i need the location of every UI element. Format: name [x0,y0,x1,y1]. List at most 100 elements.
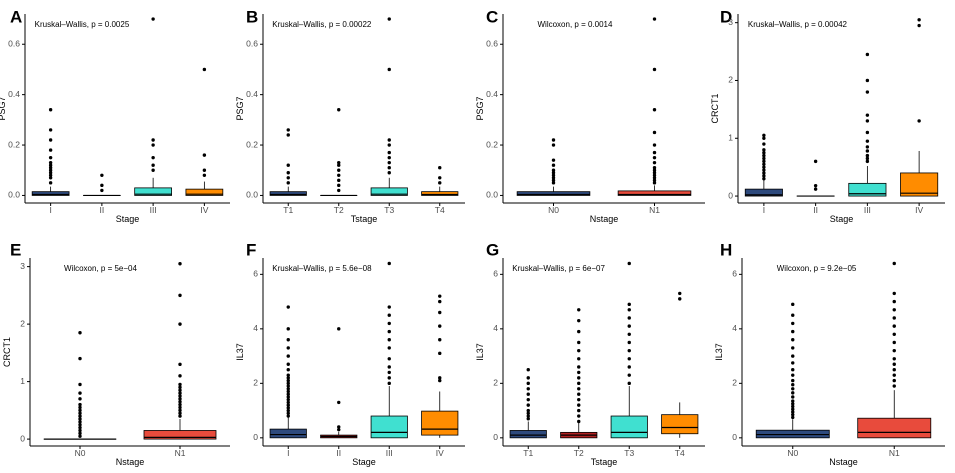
y-axis-label: IL37 [235,343,245,361]
outlier-point [388,151,391,154]
outlier-point [866,149,869,152]
x-tick-label: I [49,205,51,215]
outlier-point [577,403,580,406]
outlier-point [577,330,580,333]
outlier-point [388,357,391,360]
x-tick-label: N1 [175,448,186,458]
x-axis-label: Stage [352,457,376,467]
y-axis-label: PSG7 [235,96,245,120]
outlier-point [388,161,391,164]
outlier-point [438,300,441,303]
outlier-point [893,262,896,265]
panel-label: G [486,240,499,259]
box-n1: N1 [858,262,931,458]
outlier-point [893,316,896,319]
y-tick-label: 0.6 [246,38,258,48]
box-iii: III [135,17,172,215]
outlier-point [388,314,391,317]
outlier-point [287,368,290,371]
outlier-point [337,425,340,428]
panel-label: B [246,7,258,26]
outlier-point [917,119,920,122]
box-t4: T4 [662,292,698,458]
outlier-point [287,133,290,136]
outlier-point [866,90,869,93]
outlier-point [287,164,290,167]
y-tick-label: 0.4 [246,89,258,99]
outlier-point [791,303,794,306]
x-tick-label: I [763,205,765,215]
outlier-point [527,409,530,412]
y-tick-label: 2 [253,378,258,388]
outlier-point [814,184,817,187]
x-axis-label: Stage [830,214,854,224]
outlier-point [438,352,441,355]
outlier-point [151,164,154,167]
outlier-point [49,108,52,111]
x-axis-label: Stage [116,214,140,224]
y-tick-label: 0.6 [8,38,20,48]
outlier-point [653,68,656,71]
outlier-point [337,169,340,172]
outlier-point [893,363,896,366]
box-t1: T1 [510,368,546,458]
x-tick-label: T3 [384,205,394,215]
outlier-point [337,401,340,404]
outlier-point [678,297,681,300]
outlier-point [388,365,391,368]
outlier-point [388,376,391,379]
outlier-point [577,420,580,423]
outlier-point [628,316,631,319]
y-tick-label: 4 [253,323,258,333]
y-axis-label: IL37 [475,343,485,361]
x-tick-label: IV [436,448,444,458]
box-i: I [270,305,306,458]
outlier-point [917,24,920,27]
outlier-point [388,330,391,333]
y-tick-label: 4 [732,323,737,333]
outlier-point [438,166,441,169]
x-axis-label: Nstage [116,457,145,467]
y-tick-label: 0 [728,190,733,200]
outlier-point [893,349,896,352]
x-tick-label: T1 [283,205,293,215]
outlier-point [866,119,869,122]
y-axis-label: IL37 [714,343,724,361]
y-tick-label: 1 [20,376,25,386]
outlier-point [178,374,181,377]
outlier-point [917,18,920,21]
y-tick-label: 1 [728,133,733,143]
outlier-point [791,383,794,386]
outlier-point [866,79,869,82]
outlier-point [814,160,817,163]
y-axis-label: CRCT1 [2,337,12,367]
outlier-point [287,346,290,349]
outlier-point [577,409,580,412]
y-tick-label: 0.4 [8,89,20,99]
outlier-point [287,176,290,179]
outlier-point [151,169,154,172]
outlier-point [203,174,206,177]
box-i: I [32,108,69,215]
outlier-point [287,363,290,366]
outlier-point [893,333,896,336]
outlier-point [388,305,391,308]
outlier-point [628,357,631,360]
outlier-point [653,166,656,169]
outlier-point [577,393,580,396]
y-axis-label: PSG7 [0,96,7,120]
x-axis-label: Tstage [351,214,378,224]
y-tick-label: 0.2 [8,139,20,149]
outlier-point [791,387,794,390]
outlier-point [577,414,580,417]
outlier-point [577,365,580,368]
outlier-point [814,187,817,190]
outlier-point [527,368,530,371]
box-t2: T2 [561,308,597,458]
